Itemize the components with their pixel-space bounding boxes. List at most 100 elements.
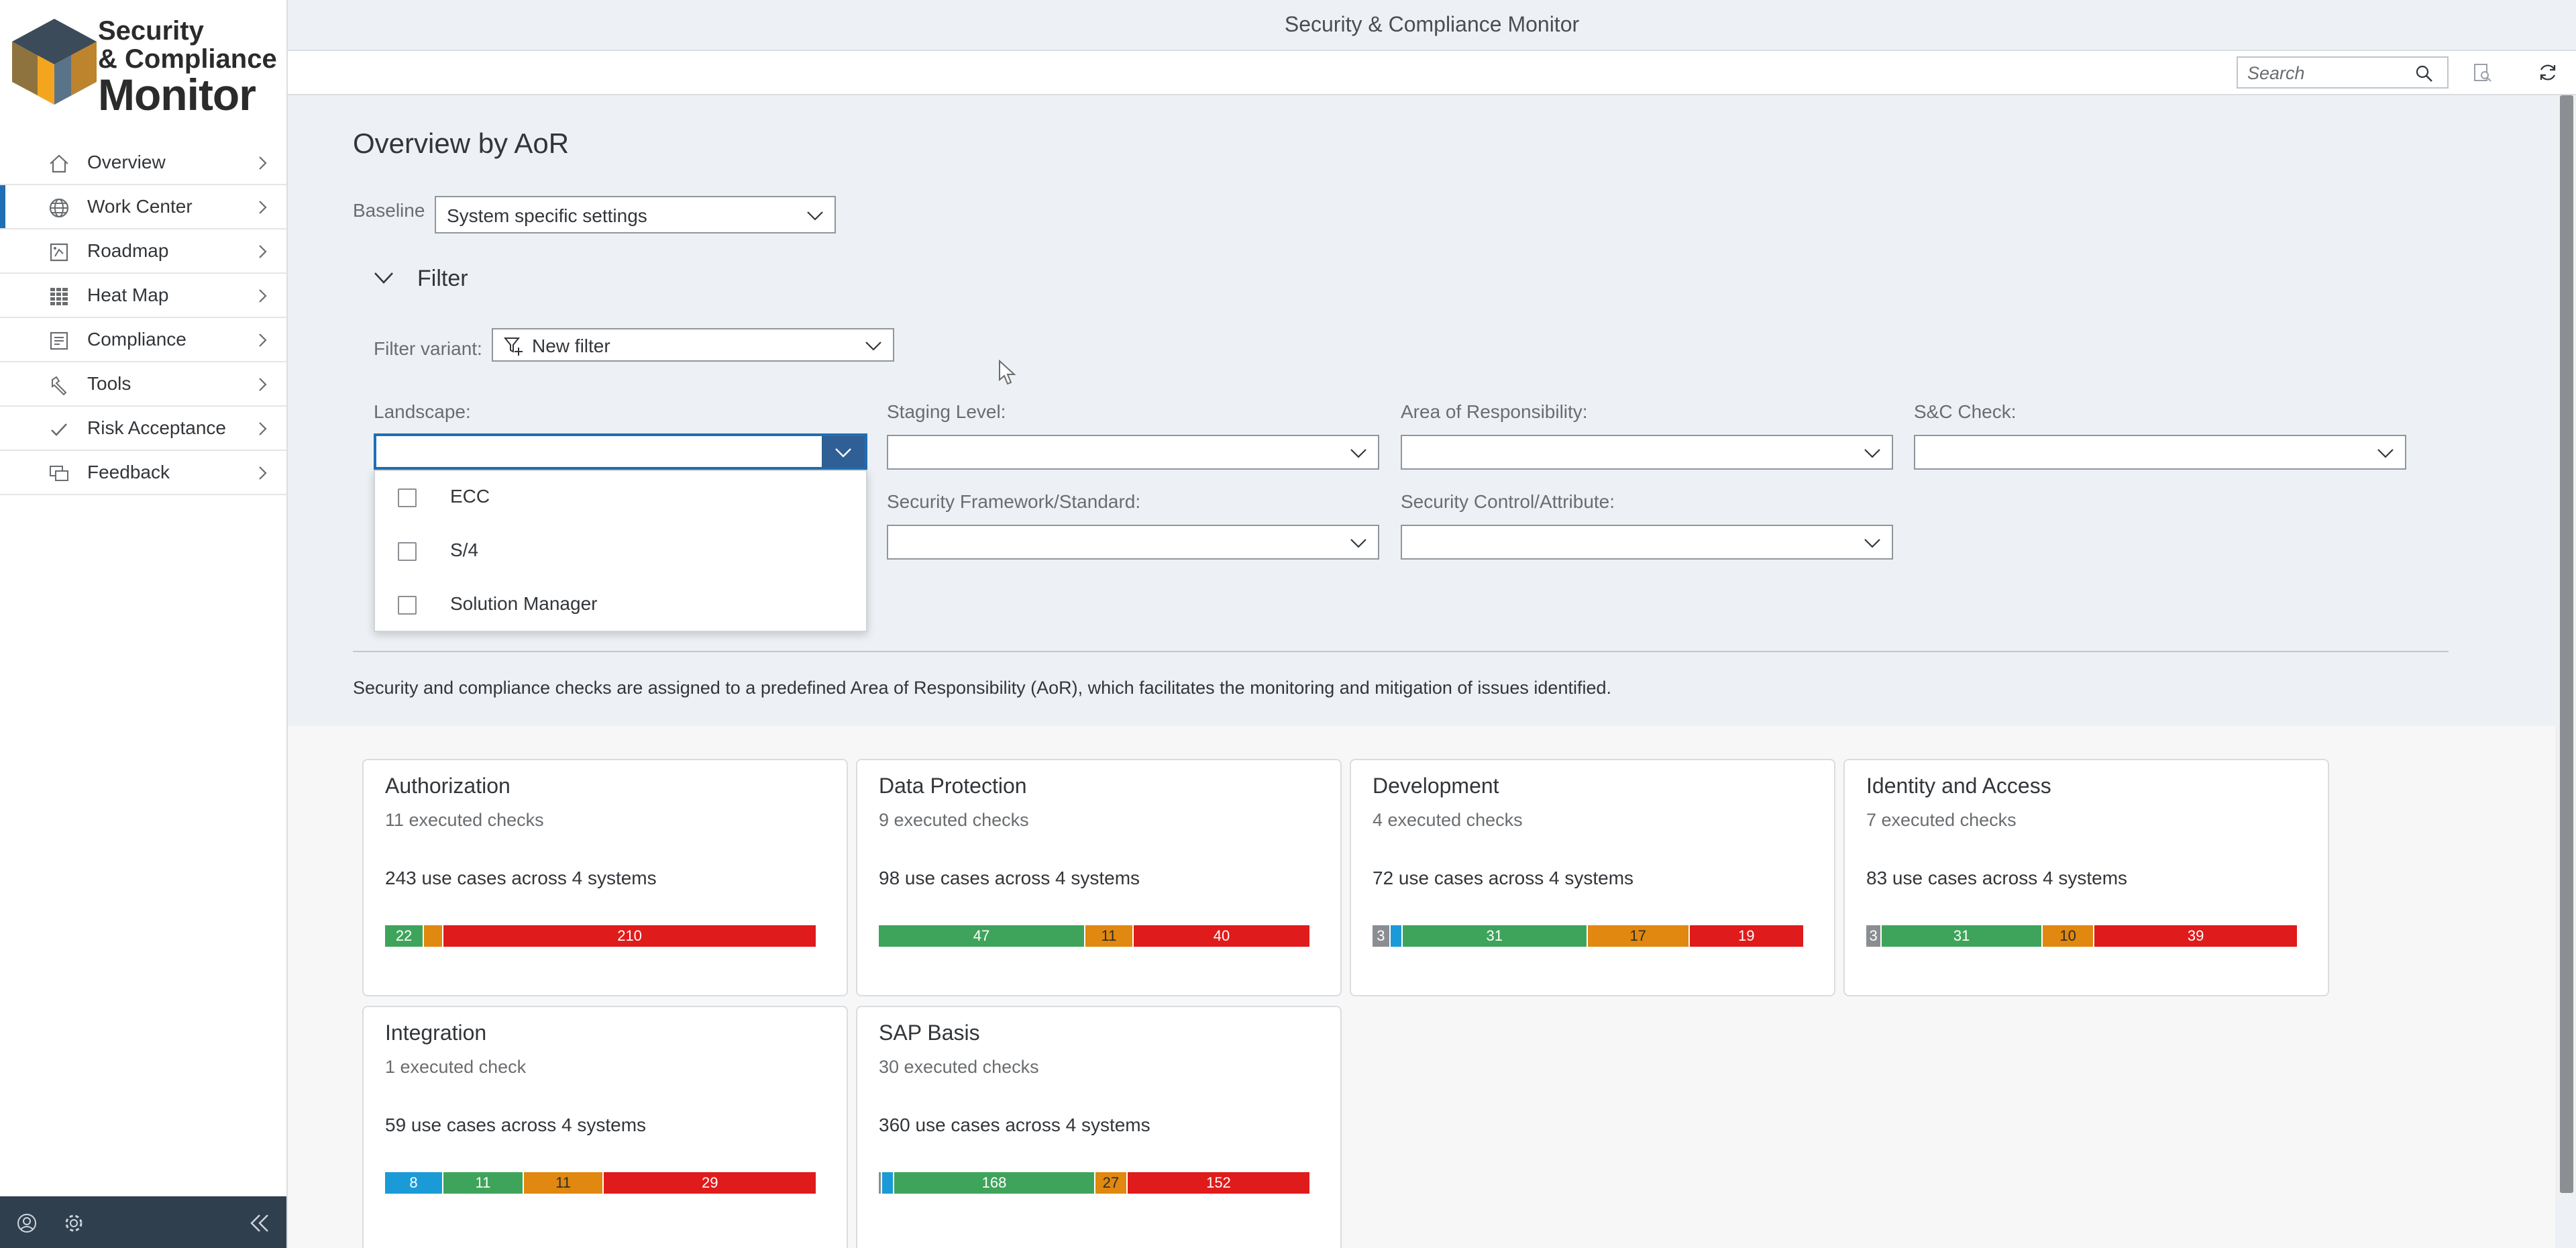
sidebar-item-tools[interactable]: Tools: [0, 362, 286, 407]
baseline-label: Baseline: [353, 200, 425, 221]
bar-segment-blue: 8: [385, 1172, 444, 1194]
feedback-icon: [50, 466, 68, 481]
bar-segment-red: 210: [443, 925, 816, 947]
card-use-cases: 98 use cases across 4 systems: [879, 868, 1140, 888]
page-title: Overview by AoR: [353, 127, 570, 159]
checkbox[interactable]: [398, 596, 417, 615]
aor-card-authorization[interactable]: Authorization 11 executed checks 243 use…: [362, 759, 848, 996]
app-logo: [11, 17, 279, 118]
aor-description: Security and compliance checks are assig…: [353, 678, 1611, 698]
bar-segment-orange: 17: [1587, 925, 1690, 947]
logo-line-1: Security: [98, 16, 204, 46]
chevron-down-icon: [807, 211, 823, 221]
card-executed-checks: 11 executed checks: [385, 810, 544, 830]
sidebar-item-overview[interactable]: Overview: [0, 141, 286, 185]
sidebar-item-work-center[interactable]: Work Center: [0, 185, 286, 229]
sidebar-item-label: Work Center: [87, 196, 193, 217]
search-field[interactable]: [2237, 56, 2449, 89]
settings-gear-icon[interactable]: [63, 1212, 85, 1234]
landscape-dropdown-list: ECC S/4 Solution Manager: [374, 470, 867, 632]
bar-segment-red: 19: [1689, 925, 1803, 947]
option-label: S/4: [450, 539, 479, 560]
bar-segment-grey: 3: [1866, 925, 1882, 947]
chevron-down-icon: [2377, 449, 2394, 458]
sidebar-item-feedback[interactable]: Feedback: [0, 451, 286, 495]
refresh-icon[interactable]: [2537, 62, 2559, 83]
landscape-input[interactable]: [374, 433, 867, 470]
aor-card-data-protection[interactable]: Data Protection 9 executed checks 98 use…: [856, 759, 1342, 996]
landscape-option-ecc[interactable]: ECC: [375, 471, 866, 525]
landscape-option-s4[interactable]: S/4: [375, 525, 866, 578]
chevron-right-icon: [259, 201, 267, 214]
checkmark-icon: [51, 423, 67, 436]
bar-segment-orange: 10: [2042, 925, 2095, 947]
search-icon[interactable]: [2415, 64, 2434, 83]
landscape-dropdown-button[interactable]: [822, 436, 865, 467]
sidebar-item-label: Overview: [87, 152, 166, 172]
mouse-cursor-icon: [999, 360, 1016, 385]
collapse-sidebar-icon[interactable]: [248, 1212, 271, 1234]
option-label: ECC: [450, 486, 490, 507]
logo-cube-icon: [12, 19, 97, 105]
card-title: Authorization: [385, 774, 511, 798]
app-title: Security & Compliance Monitor: [1284, 12, 1580, 36]
search-input[interactable]: [2246, 62, 2410, 85]
filter-variant-value: New filter: [532, 335, 610, 356]
baseline-select[interactable]: System specific settings: [435, 196, 836, 233]
chevron-down-icon: [1350, 539, 1366, 548]
heatmap-grid-icon: [50, 288, 68, 305]
baseline-value: System specific settings: [447, 205, 647, 226]
roadmap-icon: [50, 243, 68, 262]
filter-section-title[interactable]: Filter: [417, 266, 468, 291]
sidebar-item-label: Roadmap: [87, 240, 169, 261]
compliance-icon: [50, 331, 68, 350]
chevron-right-icon: [259, 422, 267, 435]
card-title: Data Protection: [879, 774, 1027, 798]
user-profile-icon[interactable]: [16, 1212, 38, 1234]
scrollbar-thumb[interactable]: [2560, 95, 2573, 1193]
bar-segment-red: 152: [1127, 1172, 1309, 1194]
globe-icon: [49, 198, 69, 218]
card-executed-checks: 30 executed checks: [879, 1057, 1039, 1077]
sidebar: Security & Compliance Monitor Overview W…: [0, 0, 288, 1248]
aor-card-development[interactable]: Development 4 executed checks 72 use cas…: [1350, 759, 1835, 996]
framework-select[interactable]: [887, 525, 1379, 560]
card-executed-checks: 7 executed checks: [1866, 810, 2017, 830]
logo-text: Security & Compliance Monitor: [98, 17, 277, 117]
filter-variant-select[interactable]: New filter: [492, 328, 894, 362]
aor-card-sap-basis[interactable]: SAP Basis 30 executed checks 360 use cas…: [856, 1006, 1342, 1248]
sidebar-item-compliance[interactable]: Compliance: [0, 318, 286, 362]
bar-segment-orange: 11: [1085, 925, 1134, 947]
card-executed-checks: 1 executed check: [385, 1057, 527, 1077]
section-divider: [353, 651, 2449, 652]
landscape-label: Landscape:: [374, 401, 471, 422]
sidebar-item-roadmap[interactable]: Roadmap: [0, 229, 286, 274]
bar-segment-blue: [882, 1172, 895, 1194]
control-select[interactable]: [1401, 525, 1893, 560]
chevron-down-icon[interactable]: [373, 270, 394, 286]
card-title: Integration: [385, 1021, 487, 1045]
card-use-cases: 59 use cases across 4 systems: [385, 1114, 647, 1135]
checkbox[interactable]: [398, 488, 417, 507]
sidebar-item-heat-map[interactable]: Heat Map: [0, 274, 286, 318]
checkbox[interactable]: [398, 542, 417, 561]
chevron-down-icon: [1350, 449, 1366, 458]
bar-segment-orange: 27: [1095, 1172, 1128, 1194]
card-use-cases: 72 use cases across 4 systems: [1373, 868, 1634, 888]
filter-variant-label: Filter variant:: [374, 338, 482, 359]
sidebar-item-label: Heat Map: [87, 284, 169, 305]
staging-level-select[interactable]: [887, 435, 1379, 470]
document-search-icon[interactable]: [2471, 62, 2493, 83]
landscape-option-solution-manager[interactable]: Solution Manager: [375, 578, 866, 632]
card-title: SAP Basis: [879, 1021, 980, 1045]
sc-check-select[interactable]: [1914, 435, 2406, 470]
status-stacked-bar: 3 31 10 39: [1866, 925, 2297, 947]
aor-card-integration[interactable]: Integration 1 executed check 59 use case…: [362, 1006, 848, 1248]
sidebar-item-risk-acceptance[interactable]: Risk Acceptance: [0, 407, 286, 451]
bar-segment-red: 29: [604, 1172, 816, 1194]
chevron-down-icon: [865, 342, 881, 351]
status-stacked-bar: 22 210: [385, 925, 816, 947]
aor-card-identity-and-access[interactable]: Identity and Access 7 executed checks 83…: [1843, 759, 2329, 996]
status-stacked-bar: 3 31 17 19: [1373, 925, 1803, 947]
aor-select[interactable]: [1401, 435, 1893, 470]
